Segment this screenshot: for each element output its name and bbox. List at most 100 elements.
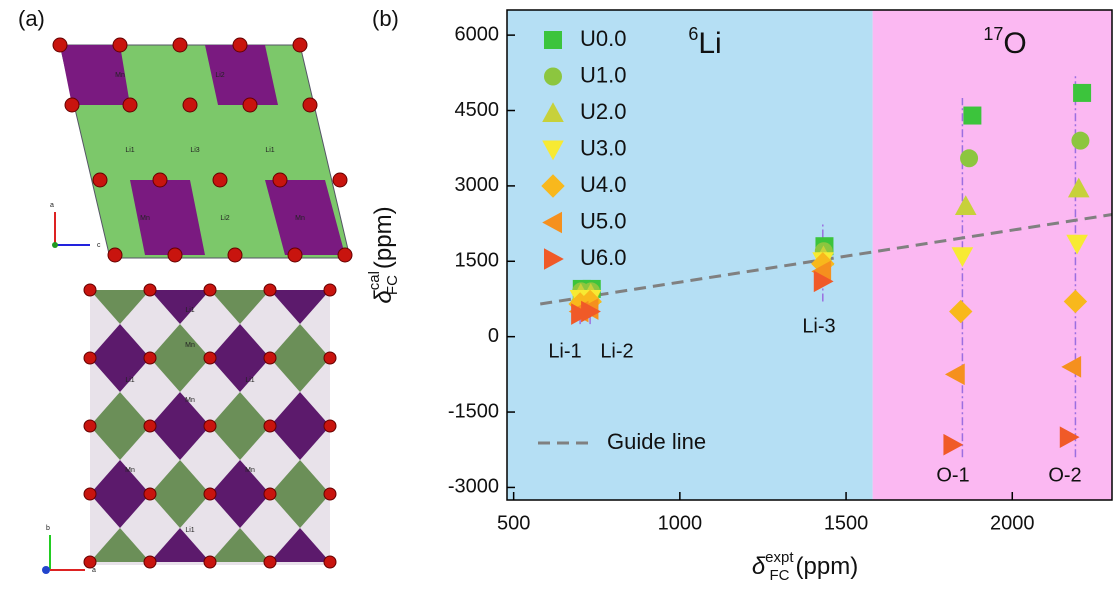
data-point (960, 149, 978, 167)
atom-label: Li1 (185, 527, 194, 534)
atom-sphere (324, 352, 336, 364)
atom-sphere (273, 173, 287, 187)
y-tick-label: 0 (488, 325, 499, 347)
x-tick-label: 500 (497, 512, 530, 534)
atom-sphere (144, 420, 156, 432)
legend-label: U1.0 (580, 62, 626, 87)
superscript: 17 (983, 24, 1003, 44)
site-label: Li-2 (600, 340, 633, 362)
panel-label: (b) (372, 6, 399, 31)
atom-label: Li1 (265, 147, 274, 154)
atom-label: Li1 (185, 307, 194, 314)
atom-label: Li1 (125, 147, 134, 154)
atom-sphere (204, 488, 216, 500)
x-axis-label-part: (ppm) (796, 553, 859, 580)
y-tick-label: 4500 (455, 99, 500, 121)
atom-sphere (213, 173, 227, 187)
superscript: 6 (688, 24, 698, 44)
atom-sphere (264, 352, 276, 364)
data-point (1071, 132, 1089, 150)
atom-sphere (324, 556, 336, 568)
atom-sphere (324, 488, 336, 500)
page: {"panel_a": {"label": "(a)", "top_atoms"… (0, 0, 1115, 590)
y-tick-label: -1500 (448, 400, 499, 422)
element: Li (698, 27, 721, 60)
y-axis-label: δcalFC(ppm) (366, 206, 401, 303)
y-axis-label-part: FC (384, 275, 401, 295)
site-label: O-1 (936, 464, 969, 486)
legend-label: U5.0 (580, 208, 626, 233)
axis-letter: b (46, 525, 50, 532)
atom-sphere (228, 248, 242, 262)
atom-sphere (204, 420, 216, 432)
atom-sphere (264, 556, 276, 568)
atom-sphere (153, 173, 167, 187)
site-label: Li-3 (802, 315, 835, 337)
atom-sphere (204, 284, 216, 296)
atom-sphere (173, 38, 187, 52)
atom-sphere (93, 173, 107, 187)
atom-sphere (84, 352, 96, 364)
atom-sphere (264, 284, 276, 296)
atom-sphere (324, 420, 336, 432)
axis-origin (52, 242, 58, 248)
atom-sphere (168, 248, 182, 262)
atom-label: Mn (125, 467, 135, 474)
y-axis-label-part: cal (366, 271, 383, 290)
atom-label: Mn (295, 215, 305, 222)
legend-label: Guide line (607, 429, 706, 454)
data-point (963, 107, 981, 125)
atom-sphere (123, 98, 137, 112)
axis-letter: a (92, 567, 96, 574)
legend-marker (544, 31, 562, 49)
atom-label: Li2 (215, 72, 224, 79)
atom-label: Mn (140, 215, 150, 222)
atom-sphere (144, 488, 156, 500)
atom-sphere (293, 38, 307, 52)
x-tick-label: 1000 (658, 512, 703, 534)
atom-label: Li1 (245, 377, 254, 384)
atom-sphere (233, 38, 247, 52)
atom-sphere (264, 488, 276, 500)
atom-sphere (65, 98, 79, 112)
atom-sphere (144, 352, 156, 364)
figure: (a) MnLi2Li1Li3Li1MnLi2MnLi1MnMnLi1Li1Mn… (0, 0, 1115, 590)
legend-label: U4.0 (580, 172, 626, 197)
atom-sphere (324, 284, 336, 296)
atom-sphere (183, 98, 197, 112)
atom-sphere (288, 248, 302, 262)
atom-sphere (108, 248, 122, 262)
panel-label: (a) (18, 6, 45, 31)
atom-label: Mn (185, 342, 195, 349)
legend-label: U6.0 (580, 245, 626, 270)
atom-sphere (303, 98, 317, 112)
x-axis-label-part: expt (765, 549, 794, 566)
x-axis-label: δexptFC(ppm) (752, 549, 858, 584)
y-tick-label: -3000 (448, 476, 499, 498)
atom-label: Mn (245, 467, 255, 474)
data-point (1073, 84, 1091, 102)
atom-label: Mn (185, 397, 195, 404)
atom-sphere (333, 173, 347, 187)
axis-letter: a (50, 202, 54, 209)
legend-label: U2.0 (580, 99, 626, 124)
atom-label: Mn (115, 72, 125, 79)
y-tick-label: 6000 (455, 23, 500, 45)
atom-sphere (84, 420, 96, 432)
atom-sphere (113, 38, 127, 52)
legend-label: U0.0 (580, 26, 626, 51)
axis-origin (42, 566, 50, 574)
y-tick-label: 1500 (455, 250, 500, 272)
element: O (1003, 27, 1026, 60)
x-tick-label: 2000 (990, 512, 1035, 534)
legend-marker (544, 68, 562, 86)
y-axis-label-part: (ppm) (370, 206, 397, 269)
atom-sphere (84, 488, 96, 500)
axis-letter: c (97, 242, 101, 249)
atom-sphere (264, 420, 276, 432)
atom-sphere (84, 284, 96, 296)
x-axis-label-part: δ (752, 553, 766, 580)
atom-sphere (144, 556, 156, 568)
site-label: Li-1 (548, 340, 581, 362)
